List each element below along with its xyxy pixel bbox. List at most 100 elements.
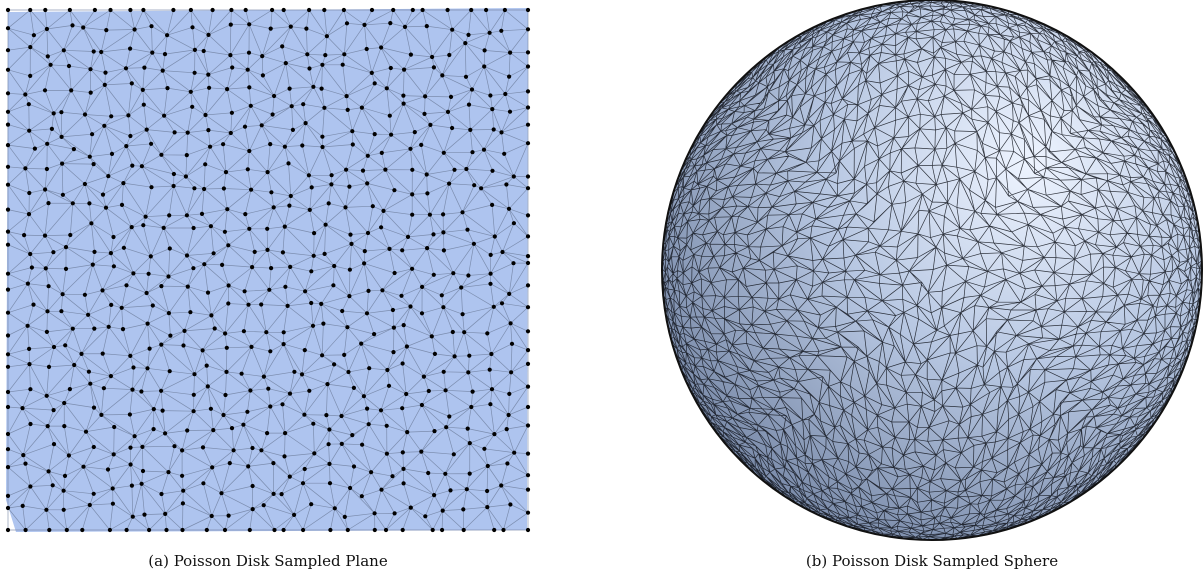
sample-point	[411, 8, 415, 12]
sample-point	[361, 169, 365, 173]
sample-point	[59, 309, 63, 313]
sample-point	[280, 44, 284, 48]
sample-point	[109, 251, 113, 255]
sample-point	[488, 402, 492, 406]
sample-point	[492, 432, 496, 436]
sample-point	[259, 448, 263, 452]
sample-point	[229, 131, 233, 135]
sample-point	[464, 75, 468, 79]
sample-point	[325, 382, 329, 386]
sample-point	[265, 248, 269, 252]
sample-point	[292, 513, 296, 517]
sample-point	[62, 489, 66, 493]
sphere-mesh	[662, 0, 1202, 540]
sample-point	[323, 53, 327, 57]
sample-point	[466, 33, 470, 37]
sample-point	[462, 528, 466, 532]
sample-point	[488, 282, 492, 286]
sample-point	[385, 368, 389, 372]
sample-point	[526, 186, 530, 190]
sample-point	[110, 152, 114, 156]
sample-point	[6, 183, 10, 187]
sample-point	[6, 272, 10, 276]
sample-point	[6, 365, 10, 369]
sample-point	[30, 265, 34, 269]
sample-point	[186, 285, 190, 289]
sample-point	[65, 528, 69, 532]
sample-point	[162, 114, 166, 118]
sample-point	[526, 473, 530, 477]
sample-point	[288, 392, 292, 396]
sample-point	[209, 407, 213, 411]
sample-point	[266, 170, 270, 174]
sample-point	[209, 224, 213, 228]
sample-point	[307, 173, 311, 177]
sample-point	[45, 27, 49, 31]
sample-point	[526, 385, 530, 389]
sample-point	[319, 302, 323, 306]
sample-point	[345, 94, 349, 98]
sample-point	[448, 488, 452, 492]
sample-point	[223, 393, 227, 397]
sample-point	[490, 169, 494, 173]
sample-point	[63, 474, 67, 478]
sample-point	[63, 343, 67, 347]
sample-point	[162, 226, 166, 230]
sample-point	[133, 27, 137, 31]
sample-point	[209, 313, 213, 317]
sample-point	[384, 528, 388, 532]
sample-point	[468, 472, 472, 476]
sample-point	[250, 446, 254, 450]
sample-point	[402, 323, 406, 327]
sample-point	[465, 487, 469, 491]
sample-point	[229, 8, 233, 12]
sample-point	[207, 86, 211, 90]
sample-point	[399, 294, 403, 298]
sample-point	[6, 432, 10, 436]
sample-point	[106, 174, 110, 178]
sample-point	[499, 483, 503, 487]
sample-point	[184, 174, 188, 178]
sample-point	[111, 502, 115, 506]
sample-point	[192, 393, 196, 397]
sample-point	[409, 53, 413, 57]
sample-point	[206, 73, 210, 77]
sample-point	[99, 413, 103, 417]
sample-point	[131, 515, 135, 519]
sample-point	[352, 464, 356, 468]
sample-point	[469, 405, 473, 409]
sample-point	[171, 8, 175, 12]
sample-point	[6, 333, 10, 337]
sample-point	[24, 528, 28, 532]
sample-point	[6, 352, 10, 356]
sample-point	[468, 128, 472, 132]
sample-point	[92, 445, 96, 449]
sample-point	[508, 502, 512, 506]
sample-point	[466, 273, 470, 277]
sample-point	[511, 261, 515, 265]
sample-point	[189, 90, 193, 94]
sample-point	[467, 354, 471, 358]
sample-point	[61, 292, 65, 296]
sample-point	[193, 48, 197, 52]
sample-point	[180, 528, 184, 532]
sample-point	[264, 330, 268, 334]
sample-point	[6, 230, 10, 234]
sample-point	[192, 409, 196, 413]
sample-point	[325, 34, 329, 38]
sample-point	[43, 8, 47, 12]
sample-point	[280, 402, 284, 406]
sample-point	[422, 375, 426, 379]
sample-point	[526, 8, 530, 12]
sample-point	[272, 528, 276, 532]
sample-point	[172, 444, 176, 448]
sample-point	[483, 48, 487, 52]
sample-point	[380, 288, 384, 292]
sample-point	[44, 266, 48, 270]
sample-point	[248, 528, 252, 532]
sample-point	[387, 384, 391, 388]
sample-point	[526, 27, 530, 31]
sample-point	[385, 452, 389, 456]
sample-point	[149, 254, 153, 258]
sample-point	[430, 55, 434, 59]
